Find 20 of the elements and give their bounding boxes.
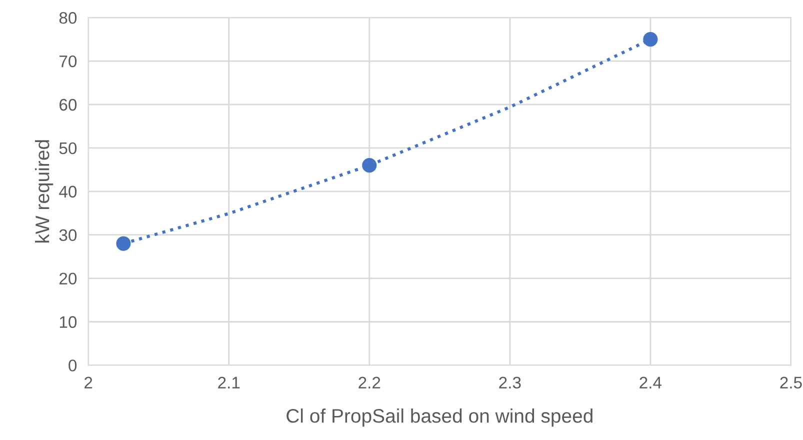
y-axis-title: kW required bbox=[35, 140, 54, 242]
y-tick-label: 50 bbox=[59, 142, 77, 154]
y-tick-label: 80 bbox=[59, 12, 77, 24]
x-axis-title: Cl of PropSail based on wind speed bbox=[286, 408, 592, 427]
point bbox=[362, 158, 377, 173]
x-tick-label: 2.3 bbox=[499, 376, 521, 389]
y-tick-label: 20 bbox=[60, 272, 77, 285]
x-tick-label: 2.1 bbox=[218, 376, 240, 388]
y-tick-label: 40 bbox=[59, 186, 77, 198]
point bbox=[643, 32, 658, 47]
y-tick-label: 70 bbox=[60, 55, 77, 68]
x-tick-label: 2 bbox=[84, 376, 92, 388]
y-tick-label: 10 bbox=[60, 316, 77, 328]
y-tick-label: 30 bbox=[59, 229, 77, 242]
y-tick-label: 60 bbox=[60, 98, 77, 111]
point bbox=[116, 236, 131, 251]
x-tick-label: 2.5 bbox=[780, 376, 802, 389]
y-tick-label: 0 bbox=[68, 360, 77, 372]
x-tick-label: 2.4 bbox=[640, 376, 662, 388]
x-tick-label: 2.2 bbox=[358, 376, 380, 388]
